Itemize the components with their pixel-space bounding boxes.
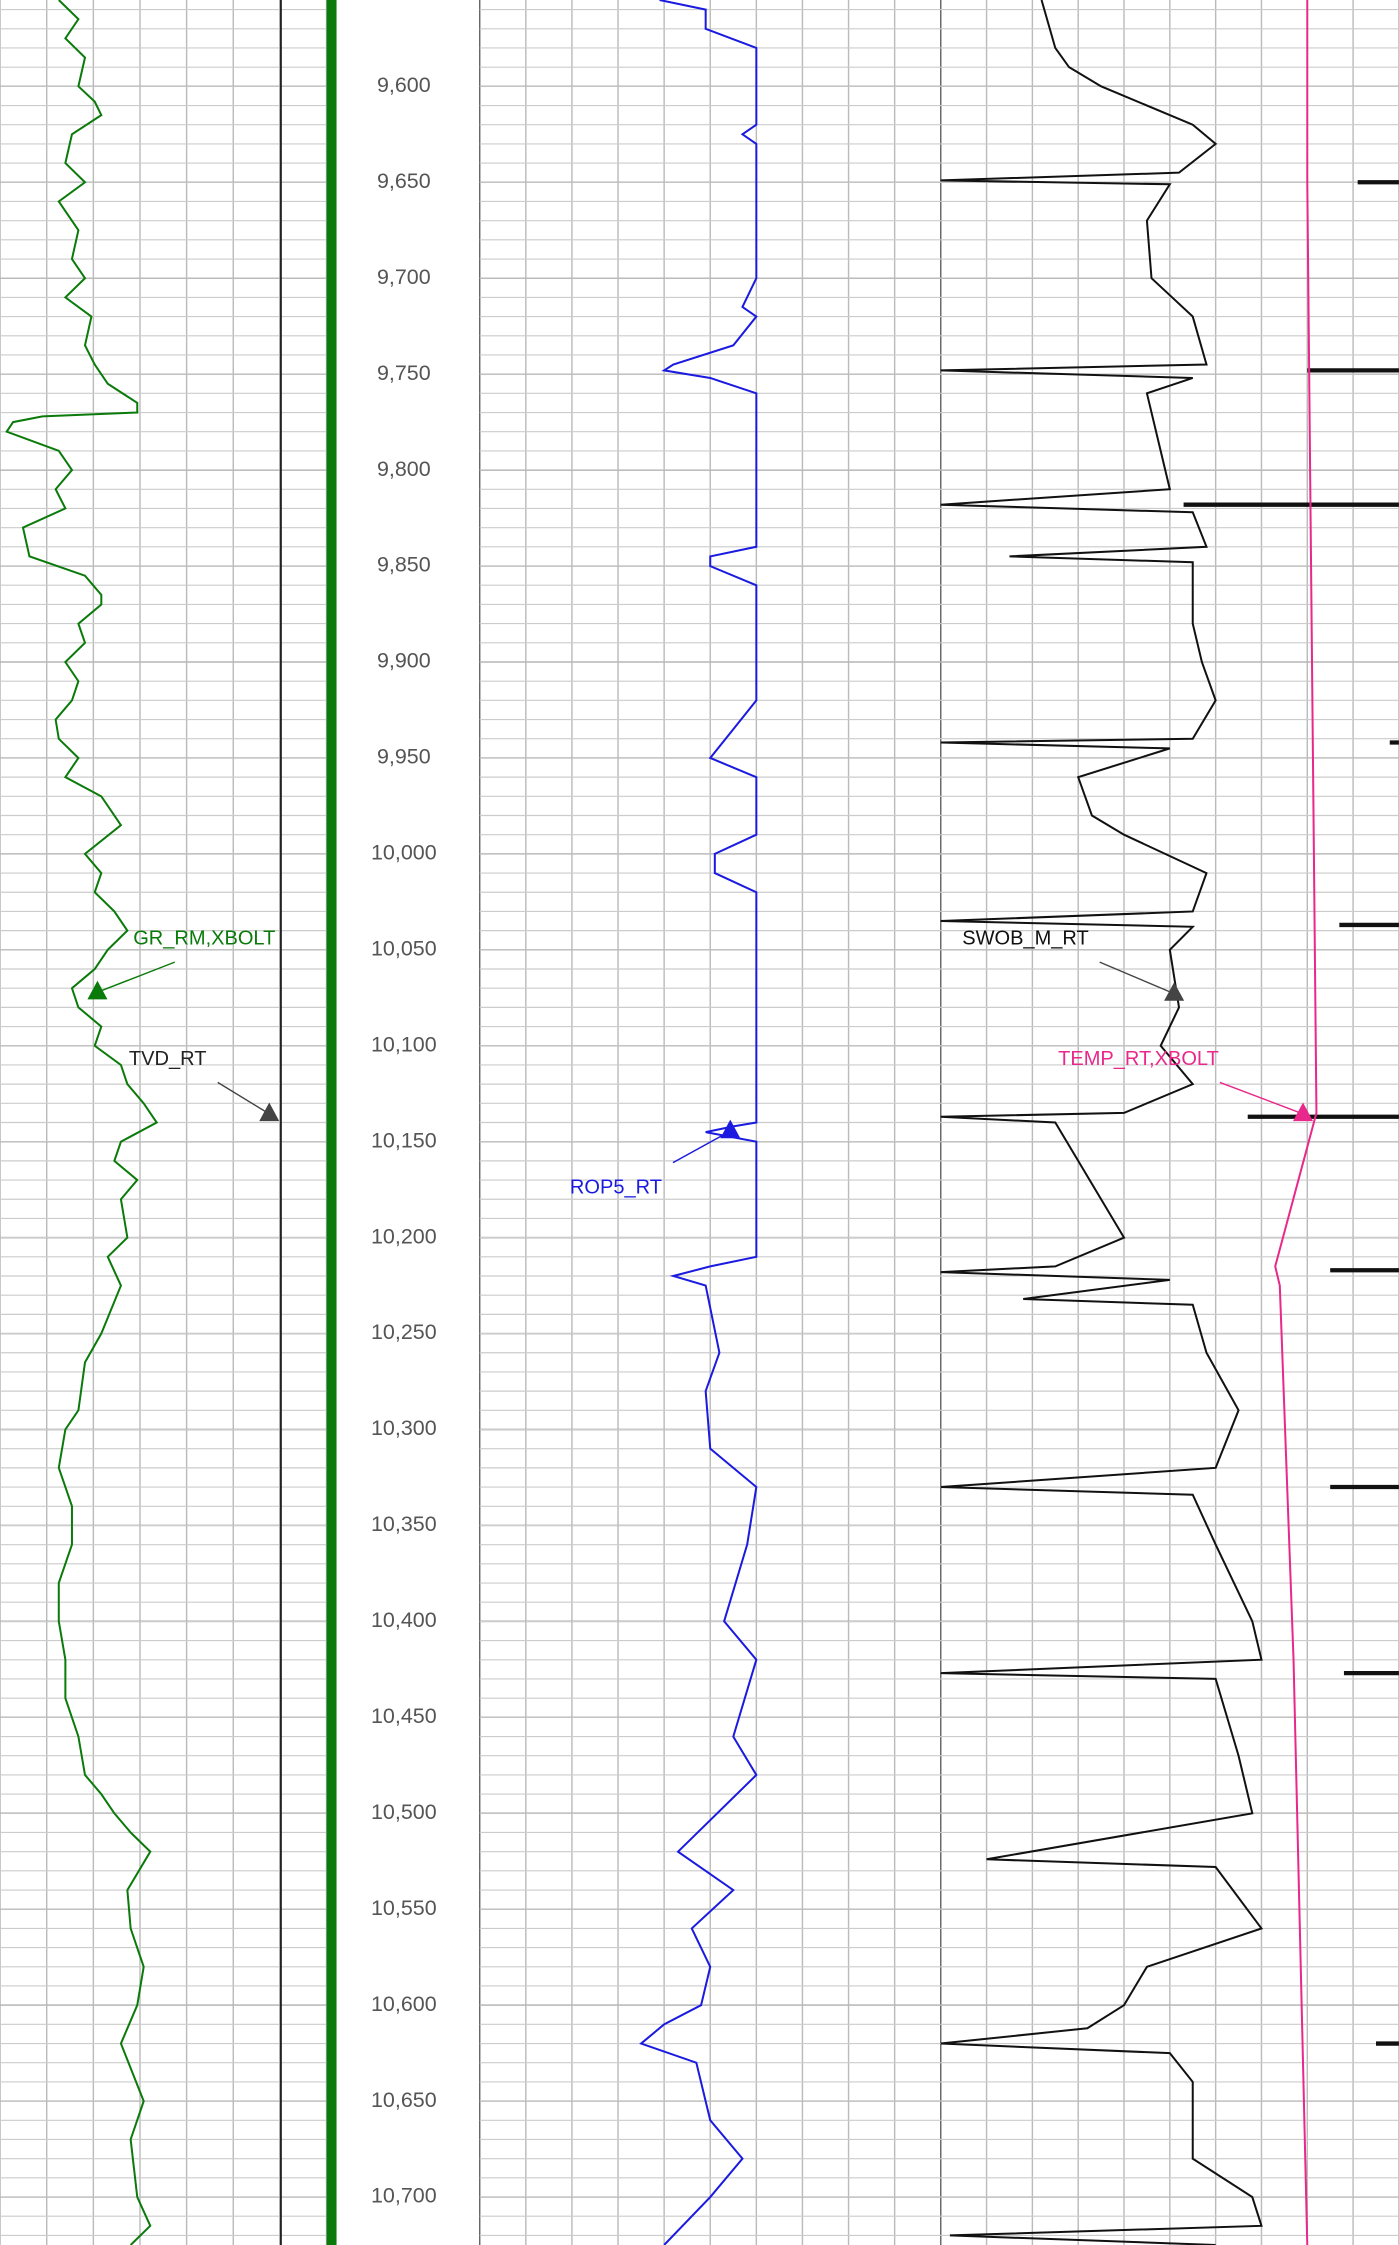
depth-label: 10,500 xyxy=(371,1800,437,1824)
depth-label: 9,700 xyxy=(377,265,431,289)
depth-label: 10,550 xyxy=(371,1896,437,1920)
pointer-line xyxy=(217,1081,270,1115)
depth-label: 10,100 xyxy=(371,1032,437,1056)
depth-label: 10,200 xyxy=(371,1224,437,1248)
pointer-head xyxy=(1292,1102,1314,1122)
depth-label: 9,600 xyxy=(377,73,431,97)
depth-label: 10,050 xyxy=(371,936,437,960)
pointer-line xyxy=(1099,961,1175,995)
depth-label: 10,700 xyxy=(371,2184,437,2208)
curve-label: GR_RM,XBOLT xyxy=(133,928,275,950)
depth-label: 9,750 xyxy=(377,361,431,385)
depth-label: 9,950 xyxy=(377,745,431,769)
depth-label: 10,650 xyxy=(371,2088,437,2112)
depth-label: 10,350 xyxy=(371,1512,437,1536)
depth-label: 9,650 xyxy=(377,169,431,193)
labels: 9,600 9,650 9,700 9,750 9,800 9,850 9,900 9,950… xyxy=(87,73,1314,2208)
depth-label: 10,150 xyxy=(371,1128,437,1152)
depth-label: 10,000 xyxy=(371,841,437,865)
pointer-head xyxy=(720,1119,741,1139)
depth-label: 10,250 xyxy=(371,1320,437,1344)
depth-label: 10,600 xyxy=(371,1992,437,2016)
curve xyxy=(1183,180,1399,2046)
depth-label: 10,400 xyxy=(371,1608,437,1632)
depth-label: 9,850 xyxy=(377,553,431,577)
track-separator xyxy=(326,0,337,2245)
pointer-line xyxy=(1219,1081,1304,1115)
curve xyxy=(1274,0,1318,2245)
curve xyxy=(940,0,1264,2245)
curve-label: TVD_RT xyxy=(129,1048,207,1070)
curve-label: SWOB_M_RT xyxy=(962,928,1089,950)
pointer-head xyxy=(259,1102,280,1122)
curve-label: ROP5_RT xyxy=(570,1177,662,1199)
depth-label: 10,300 xyxy=(371,1416,437,1440)
pointer-head xyxy=(1164,982,1185,1001)
curve xyxy=(639,0,758,2245)
pointer-line xyxy=(672,1130,731,1164)
pointer-line xyxy=(97,961,176,993)
pointer-head xyxy=(87,980,108,1000)
depth-label: 10,450 xyxy=(371,1704,437,1728)
depth-label: 9,900 xyxy=(377,649,431,673)
curves xyxy=(5,0,1399,2245)
curve-label: TEMP_RT,XBOLT xyxy=(1058,1048,1219,1070)
curve xyxy=(5,0,159,2245)
depth-label: 9,800 xyxy=(377,457,431,481)
